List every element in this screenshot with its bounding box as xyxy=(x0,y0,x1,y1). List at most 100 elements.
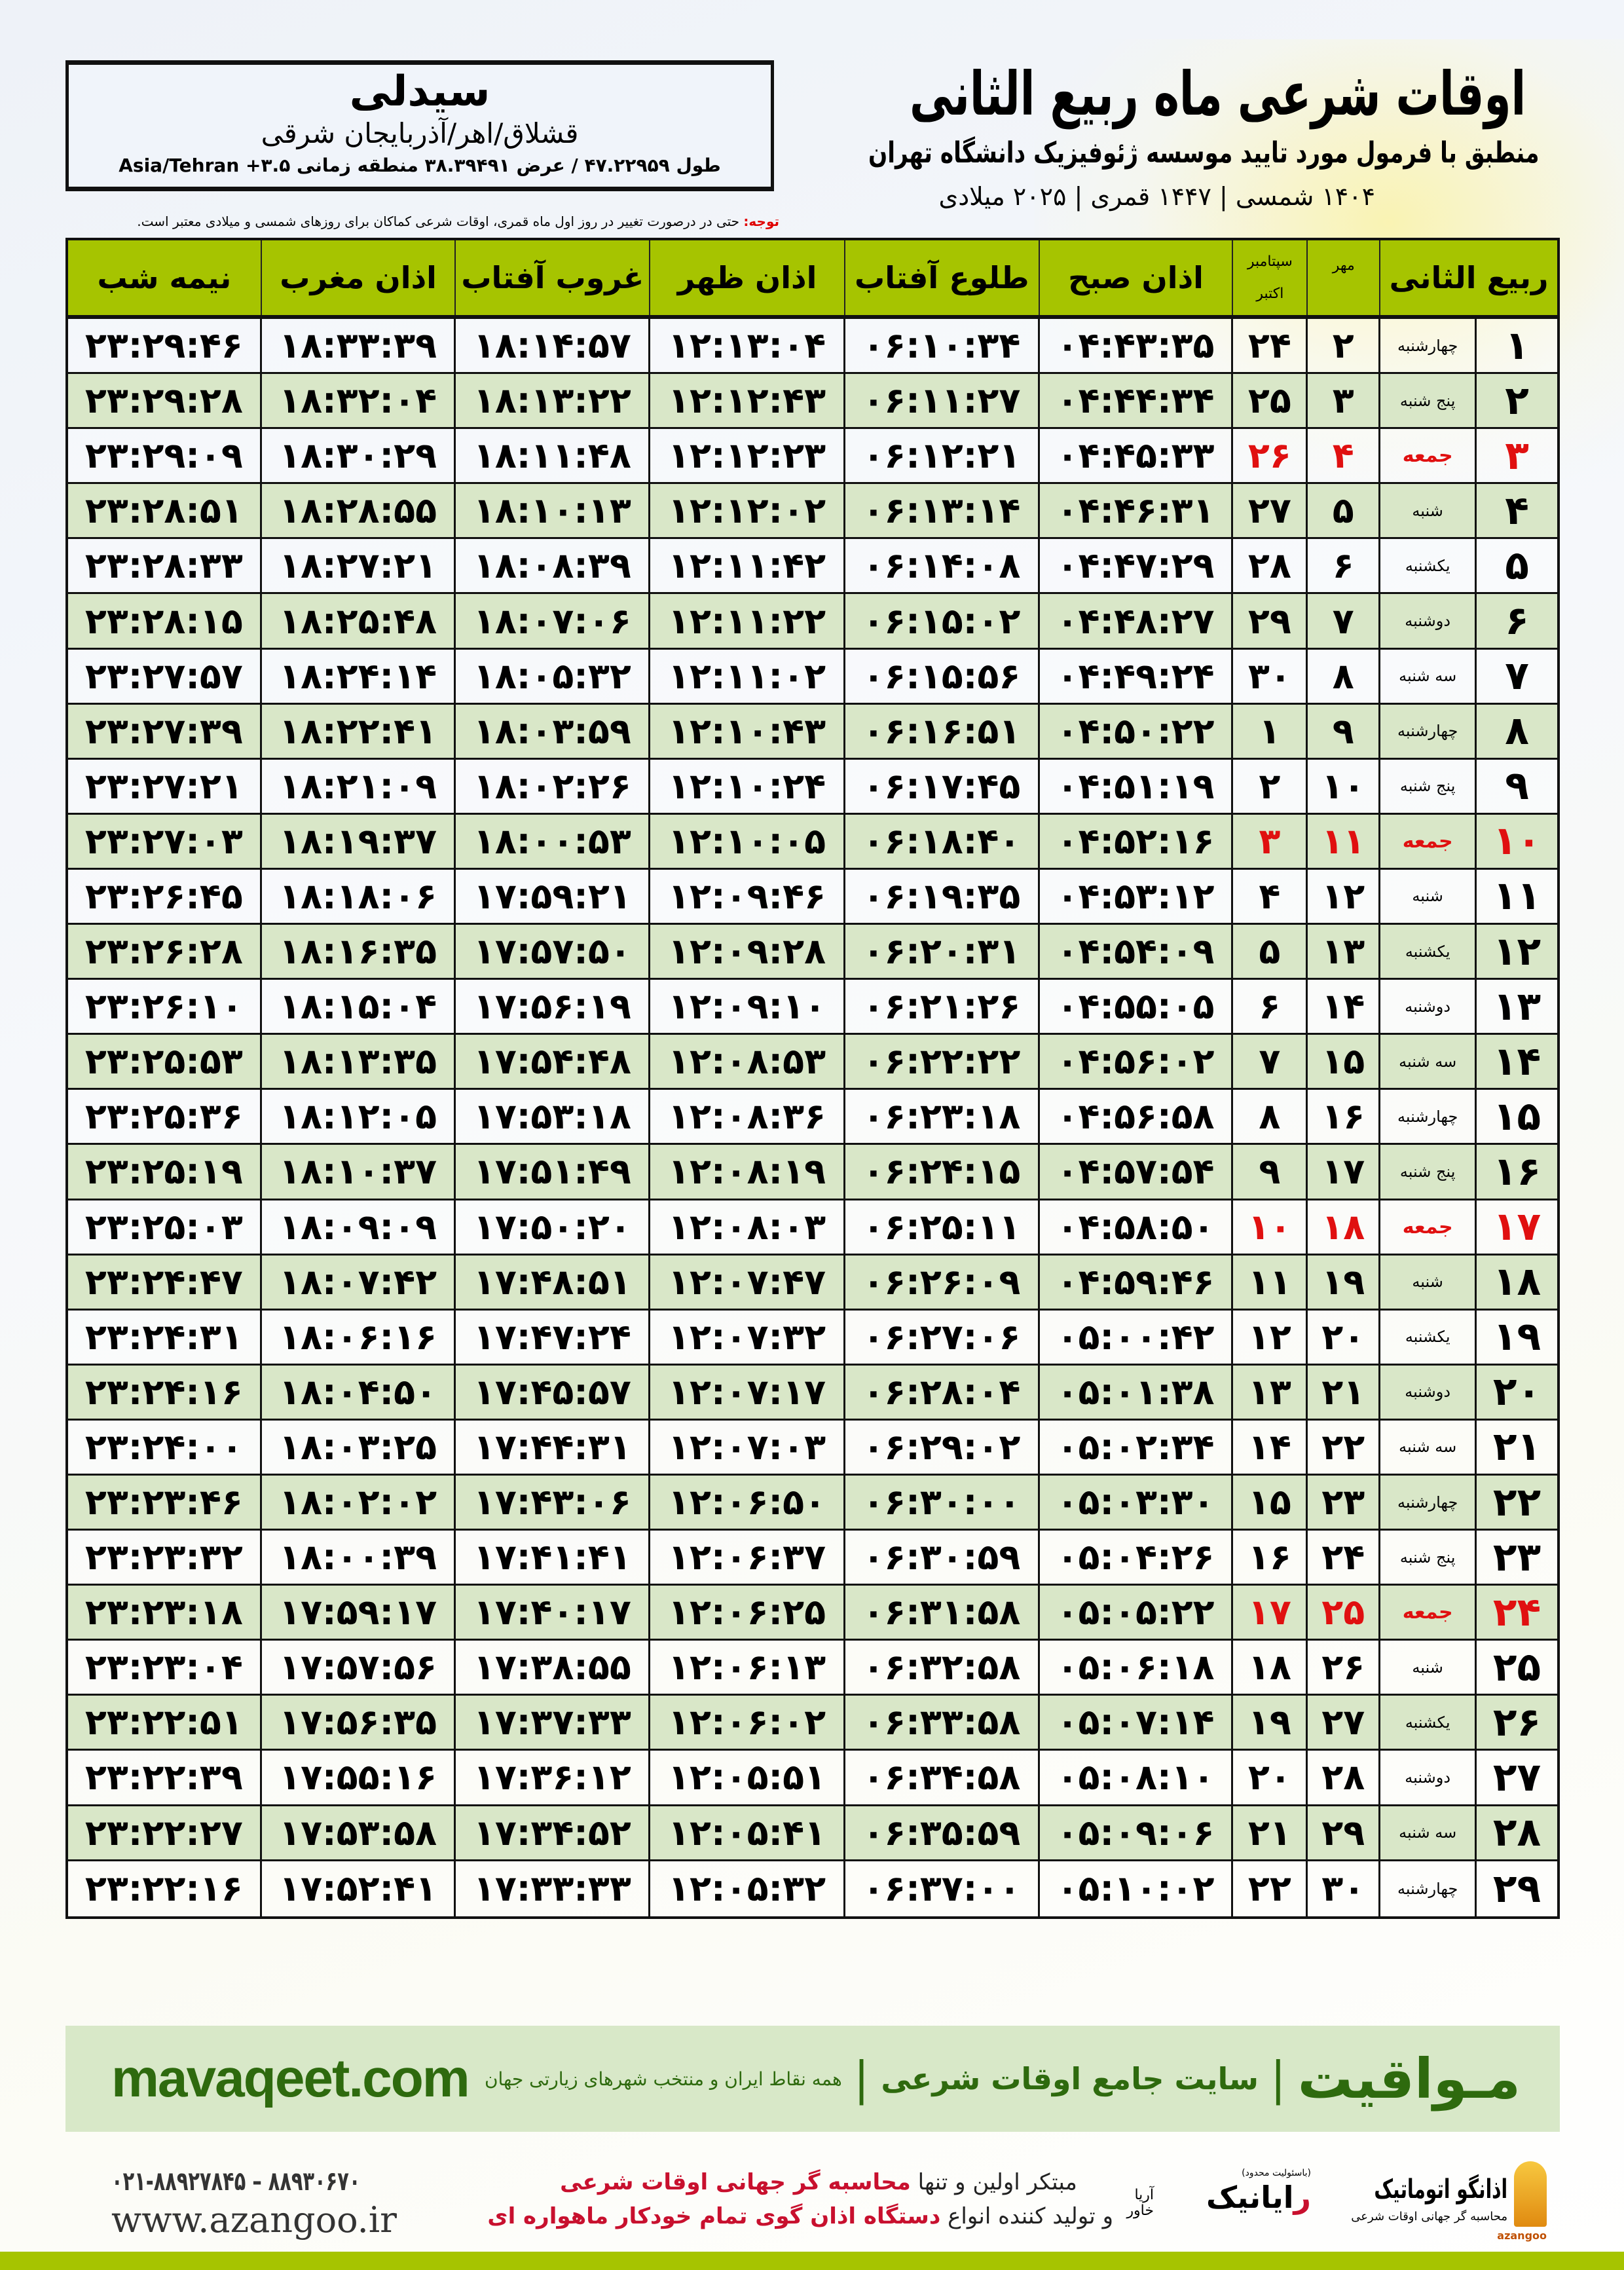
cell-day: ۵ xyxy=(1505,542,1529,589)
table-row: ۲۳:۲۴:۰۰ ۱۸:۰۳:۲۵ ۱۷:۴۴:۳۱ ۱۲:۰۷:۰۳ ۰۶:۲۹:۰۲… xyxy=(68,1420,1557,1476)
cell-weekday: پنج شنبه xyxy=(1380,374,1477,428)
cell-shamsi: ۲۲ xyxy=(1308,1420,1381,1474)
table-row: ۲۳:۲۳:۴۶ ۱۸:۰۲:۰۲ ۱۷:۴۳:۰۶ ۱۲:۰۶:۵۰ ۰۶:۳۰:۰۰… xyxy=(68,1475,1557,1531)
cell-sunset: ۱۷:۳۶:۱۲ xyxy=(456,1751,651,1804)
cell-fajr: ۰۴:۵۳:۱۲ xyxy=(1040,869,1234,923)
table-row: ۲۳:۲۹:۴۶ ۱۸:۳۳:۳۹ ۱۸:۱۴:۵۷ ۱۲:۱۳:۰۴ ۰۶:۱۰:۳۴… xyxy=(68,319,1557,375)
cell-maghrib: ۱۸:۱۵:۰۴ xyxy=(262,980,456,1033)
table-row: ۲۳:۲۵:۰۳ ۱۸:۰۹:۰۹ ۱۷:۵۰:۲۰ ۱۲:۰۸:۰۳ ۰۶:۲۵:۱۱… xyxy=(68,1200,1557,1256)
table-row: ۲۳:۲۷:۲۱ ۱۸:۲۱:۰۹ ۱۸:۰۲:۲۶ ۱۲:۱۰:۲۴ ۰۶:۱۷:۴۵… xyxy=(68,759,1557,815)
cell-maghrib: ۱۸:۱۹:۳۷ xyxy=(262,814,456,868)
cell-shamsi: ۲۵ xyxy=(1308,1586,1381,1639)
cell-sunset: ۱۸:۰۳:۵۹ xyxy=(456,704,651,758)
cell-gregorian: ۲۴ xyxy=(1233,319,1308,373)
cell-day: ۲۵ xyxy=(1492,1644,1541,1690)
cell-shamsi: ۱۹ xyxy=(1308,1255,1381,1309)
cell-maghrib: ۱۷:۵۲:۴۱ xyxy=(262,1861,456,1916)
table-row: ۲۳:۲۲:۵۱ ۱۷:۵۶:۳۵ ۱۷:۳۷:۳۳ ۱۲:۰۶:۰۲ ۰۶:۳۳:۵۸… xyxy=(68,1696,1557,1751)
cell-sunset: ۱۸:۰۷:۰۶ xyxy=(456,594,651,648)
cell-gregorian: ۱۰ xyxy=(1233,1200,1308,1254)
cell-fajr: ۰۴:۵۵:۰۵ xyxy=(1040,980,1234,1033)
cell-midnight: ۲۳:۲۲:۳۹ xyxy=(68,1751,262,1804)
cell-dhuhr: ۱۲:۰۵:۴۱ xyxy=(650,1806,845,1859)
table-row: ۲۳:۲۳:۰۴ ۱۷:۵۷:۵۶ ۱۷:۳۸:۵۵ ۱۲:۰۶:۱۳ ۰۶:۳۲:۵۸… xyxy=(68,1641,1557,1696)
cell-midnight: ۲۳:۲۷:۳۹ xyxy=(68,704,262,758)
cell-sunset: ۱۷:۵۴:۴۸ xyxy=(456,1035,651,1088)
mavaqeet-banner: mavaqeet.com مـواقیت | سایت جامع اوقات ش… xyxy=(65,2026,1560,2132)
cell-weekday: پنج شنبه xyxy=(1380,1145,1477,1199)
col-gregorian-bottom: اکتبر xyxy=(1256,286,1284,302)
cell-maghrib: ۱۸:۲۲:۴۱ xyxy=(262,704,456,758)
table-row: ۲۳:۲۷:۳۹ ۱۸:۲۲:۴۱ ۱۸:۰۳:۵۹ ۱۲:۱۰:۴۳ ۰۶:۱۶:۵۱… xyxy=(68,704,1557,760)
cell-fajr: ۰۴:۵۷:۵۴ xyxy=(1040,1145,1234,1199)
cell-weekday: پنج شنبه xyxy=(1380,1531,1477,1584)
cell-gregorian: ۲۸ xyxy=(1233,539,1308,593)
page-title: اوقات شرعی ماه ربیع الثانی xyxy=(909,59,1526,129)
cell-day: ۲۳ xyxy=(1492,1534,1541,1580)
rayanik-top: (باسئولیت محدود) xyxy=(1242,2168,1311,2178)
cell-maghrib: ۱۷:۵۶:۳۵ xyxy=(262,1696,456,1749)
cell-weekday: چهارشنبه xyxy=(1380,1090,1477,1144)
cell-sunrise: ۰۶:۲۰:۳۱ xyxy=(845,925,1040,978)
cell-shamsi: ۲۶ xyxy=(1308,1641,1381,1694)
year-info: ۱۴۰۴ شمسی | ۱۴۴۷ قمری | ۲۰۲۵ میلادی xyxy=(938,182,1375,211)
cell-fajr: ۰۵:۰۰:۴۲ xyxy=(1040,1310,1234,1364)
cell-maghrib: ۱۸:۲۴:۱۴ xyxy=(262,649,456,703)
table-row: ۲۳:۲۳:۱۸ ۱۷:۵۹:۱۷ ۱۷:۴۰:۱۷ ۱۲:۰۶:۲۵ ۰۶:۳۱:۵۸… xyxy=(68,1586,1557,1641)
table-row: ۲۳:۲۵:۳۶ ۱۸:۱۲:۰۵ ۱۷:۵۳:۱۸ ۱۲:۰۸:۳۶ ۰۶:۲۳:۱۸… xyxy=(68,1090,1557,1145)
cell-fajr: ۰۵:۰۶:۱۸ xyxy=(1040,1641,1234,1694)
coordinates: طول ۴۷.۲۲۹۵۹ / عرض ۳۸.۳۹۴۹۱ منطقه زمانی … xyxy=(119,155,721,176)
cell-dhuhr: ۱۲:۰۹:۲۸ xyxy=(650,925,845,978)
cell-fajr: ۰۵:۰۵:۲۲ xyxy=(1040,1586,1234,1639)
cell-shamsi: ۸ xyxy=(1308,649,1381,703)
cell-day: ۳ xyxy=(1505,432,1529,479)
cell-weekday: یکشنبه xyxy=(1380,539,1477,593)
cell-midnight: ۲۳:۲۴:۰۰ xyxy=(68,1420,262,1474)
cell-maghrib: ۱۸:۰۷:۴۲ xyxy=(262,1255,456,1309)
cell-gregorian: ۷ xyxy=(1233,1035,1308,1088)
cell-fajr: ۰۴:۵۶:۰۲ xyxy=(1040,1035,1234,1088)
cell-day: ۴ xyxy=(1505,487,1529,534)
cell-midnight: ۲۳:۲۲:۵۱ xyxy=(68,1696,262,1749)
cell-gregorian: ۱۶ xyxy=(1233,1531,1308,1584)
cell-fajr: ۰۵:۰۴:۲۶ xyxy=(1040,1531,1234,1584)
cell-weekday: سه شنبه xyxy=(1380,649,1477,703)
cell-sunrise: ۰۶:۳۴:۵۸ xyxy=(845,1751,1040,1804)
cell-day: ۱۳ xyxy=(1492,983,1541,1030)
azangoo-url[interactable]: www.azangoo.ir xyxy=(111,2199,397,2241)
cell-dhuhr: ۱۲:۱۱:۴۲ xyxy=(650,539,845,593)
cell-fajr: ۰۵:۰۹:۰۶ xyxy=(1040,1806,1234,1859)
cell-sunrise: ۰۶:۱۷:۴۵ xyxy=(845,759,1040,813)
rayanik-name-b: ایانیک xyxy=(1206,2180,1294,2215)
cell-gregorian: ۲۹ xyxy=(1233,594,1308,648)
cell-sunrise: ۰۶:۲۲:۲۲ xyxy=(845,1035,1040,1088)
cell-dhuhr: ۱۲:۰۷:۰۳ xyxy=(650,1420,845,1474)
location-box: سیدلی قشلاق/اهر/آذربایجان شرقی طول ۴۷.۲۲… xyxy=(65,60,774,191)
site-url[interactable]: mavaqeet.com xyxy=(111,2049,470,2108)
cell-sunrise: ۰۶:۲۱:۲۶ xyxy=(845,980,1040,1033)
cell-maghrib: ۱۸:۳۲:۰۴ xyxy=(262,374,456,428)
cell-weekday: جمعه xyxy=(1380,1200,1477,1254)
cell-fajr: ۰۴:۵۸:۵۰ xyxy=(1040,1200,1234,1254)
cell-gregorian: ۱۴ xyxy=(1233,1420,1308,1474)
cell-shamsi: ۱۶ xyxy=(1308,1090,1381,1144)
cell-dhuhr: ۱۲:۱۳:۰۴ xyxy=(650,319,845,373)
cell-day: ۲۶ xyxy=(1492,1699,1541,1745)
cell-dhuhr: ۱۲:۰۹:۱۰ xyxy=(650,980,845,1033)
cell-sunrise: ۰۶:۱۰:۳۴ xyxy=(845,319,1040,373)
cell-sunrise: ۰۶:۱۵:۵۶ xyxy=(845,649,1040,703)
separator: | xyxy=(853,2052,870,2106)
cell-sunrise: ۰۶:۱۳:۱۴ xyxy=(845,484,1040,538)
table-row: ۲۳:۲۸:۱۵ ۱۸:۲۵:۴۸ ۱۸:۰۷:۰۶ ۱۲:۱۱:۲۲ ۰۶:۱۵:۰۲… xyxy=(68,594,1557,650)
cell-weekday: یکشنبه xyxy=(1380,925,1477,978)
cell-midnight: ۲۳:۲۵:۱۹ xyxy=(68,1145,262,1199)
cell-maghrib: ۱۸:۰۴:۵۰ xyxy=(262,1365,456,1419)
cell-midnight: ۲۳:۲۵:۵۳ xyxy=(68,1035,262,1088)
cell-weekday: جمعه xyxy=(1380,1586,1477,1639)
table-row: ۲۳:۲۲:۳۹ ۱۷:۵۵:۱۶ ۱۷:۳۶:۱۲ ۱۲:۰۵:۵۱ ۰۶:۳۴:۵۸… xyxy=(68,1751,1557,1806)
cell-shamsi: ۲۹ xyxy=(1308,1806,1381,1859)
azangoo-name: اذانگو اتوماتیک xyxy=(1374,2174,1507,2205)
footer: ۰۲۱-۸۸۹۲۷۸۴۵ – ۸۸۹۳۰۶۷۰ www.azangoo.ir م… xyxy=(65,2161,1560,2242)
col-sunrise: طلوع آفتاب xyxy=(845,240,1040,315)
cell-gregorian: ۱۸ xyxy=(1233,1641,1308,1694)
